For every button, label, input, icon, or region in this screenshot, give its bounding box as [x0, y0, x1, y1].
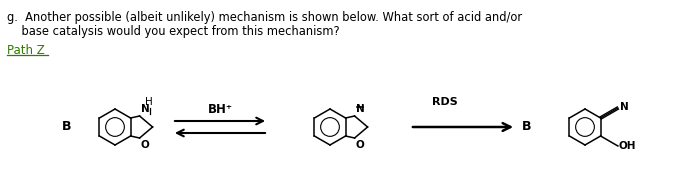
Text: base catalysis would you expect from this mechanism?: base catalysis would you expect from thi…: [7, 25, 340, 38]
Text: Path Z: Path Z: [7, 44, 45, 57]
Text: g.  Another possible (albeit unlikely) mechanism is shown below. What sort of ac: g. Another possible (albeit unlikely) me…: [7, 11, 522, 24]
Text: H: H: [145, 97, 153, 107]
Text: BH⁺: BH⁺: [207, 103, 232, 116]
Text: OH: OH: [619, 141, 636, 151]
Text: N: N: [141, 104, 149, 114]
Text: RDS: RDS: [432, 97, 458, 107]
Text: N: N: [356, 104, 364, 114]
Text: O: O: [356, 140, 364, 150]
Text: O: O: [141, 140, 149, 150]
Text: N: N: [620, 102, 629, 112]
Text: B: B: [522, 120, 532, 134]
Text: B: B: [62, 120, 71, 134]
